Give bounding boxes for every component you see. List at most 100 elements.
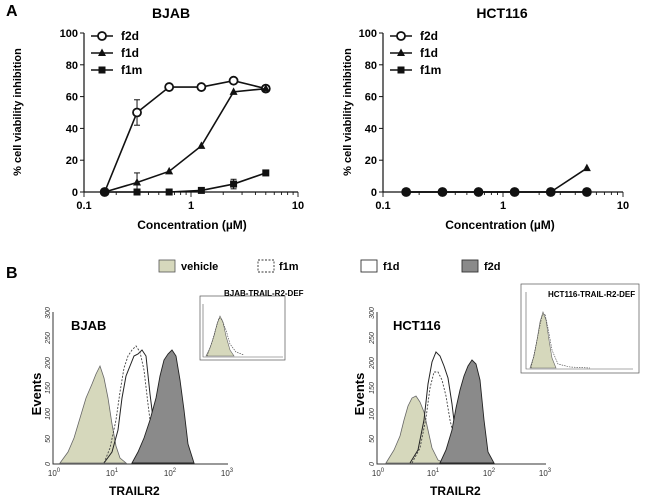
- hist2-inset-overlay-curve: [530, 313, 591, 369]
- chart1-series-f2d-point: [164, 82, 175, 92]
- hist2-inset: HCT116-TRAIL-R2-DEF: [520, 283, 640, 374]
- hist1-xticks: 100 101 102 103: [48, 468, 234, 478]
- chart2-series-f1m-point: [511, 188, 519, 196]
- chart1-xtick-label: 10: [292, 200, 304, 212]
- hist1-ytick-50: 50: [45, 435, 52, 443]
- hist2-xtick-0: 100: [372, 468, 385, 478]
- hist1-axes: [52, 312, 228, 465]
- hist1-inset-vehicle-curve: [205, 315, 235, 357]
- chart1-series-f1m-point: [165, 188, 173, 196]
- hist1-cell-label: BJAB: [71, 318, 106, 333]
- chart1-series-f1d-point: [197, 141, 206, 149]
- hist1-xtick-2: 102: [164, 468, 177, 478]
- chart2-legend-label: f1m: [420, 63, 441, 77]
- chart1-series-f1d-point: [133, 177, 142, 186]
- hist2-xtick-3: 103: [539, 468, 552, 478]
- chart1-ylabel: % cell viability inhibition: [12, 48, 24, 176]
- chart1-ytick-label: 0: [72, 187, 78, 199]
- hist2-ylabel: Events: [352, 373, 367, 416]
- hist1-ylabel: Events: [29, 373, 44, 416]
- hist1-ytick-100: 100: [45, 408, 52, 420]
- chart1-series-f2d-point: [196, 82, 207, 92]
- chart1-series-f1d-line: [104, 87, 266, 193]
- panel-a-label: A: [6, 3, 18, 20]
- hist2-xlabel: TRAILR2: [430, 484, 481, 498]
- hist1-inset-axes: [202, 304, 283, 358]
- hist2-f2d-curve: [439, 359, 495, 464]
- chart2-ylabel: % cell viability inhibition: [342, 48, 354, 176]
- hist2-xtick-1: 101: [427, 468, 440, 478]
- hist1-ytick-150: 150: [45, 382, 52, 394]
- chart2-legend-label: f2d: [420, 29, 438, 43]
- hist1-xtick-3: 103: [221, 468, 234, 478]
- hist1-ytick-250: 250: [45, 332, 52, 345]
- legend-swatch-f1d: [360, 259, 378, 273]
- chart2-ytick-label: 60: [365, 92, 377, 104]
- chart-bjab: 0 20 40 60 80 100 0.1 1 10 f2d f1d f1m: [60, 28, 304, 212]
- chart2-title: HCT116: [476, 5, 528, 21]
- chart1-series-f2d-point: [132, 107, 142, 118]
- hist1-f1m-curve: [103, 345, 159, 464]
- chart1-legend-marker: [97, 31, 107, 41]
- flow-legend: vehicle f1m f1d f2d: [158, 259, 501, 273]
- hist2-xtick-2: 102: [483, 468, 496, 478]
- hist2-ytick-300: 300: [369, 307, 376, 319]
- chart2-series-f1m-point: [438, 188, 446, 196]
- chart1-ytick-label: 80: [66, 60, 78, 72]
- hist2-ytick-0: 0: [369, 462, 376, 466]
- hist1-xtick-1: 101: [106, 468, 119, 478]
- chart1-series-f1m-point: [262, 169, 270, 177]
- chart1-legend-marker: [98, 66, 106, 74]
- chart2-series-f1m-point: [547, 188, 555, 196]
- chart1-series-f1d-point: [229, 87, 238, 95]
- chart1-ytick-label: 40: [66, 123, 78, 135]
- chart1-ytick-label: 20: [66, 155, 78, 167]
- chart2-ytick-label: 20: [365, 155, 377, 167]
- hist1-ytick-200: 200: [45, 357, 52, 370]
- hist1-inset: BJAB-TRAIL-R2-DEF: [199, 289, 304, 361]
- hist2-ytick-50: 50: [369, 435, 376, 443]
- chart2-series-f1m-point: [475, 188, 483, 196]
- hist1-xtick-0: 100: [48, 468, 61, 478]
- chart1-ytick-label: 60: [66, 92, 78, 104]
- chart2-ytick-label: 40: [365, 123, 377, 135]
- hist2-yticks: 0 50 100 150 200 250 300: [369, 307, 376, 466]
- hist1-ytick-0: 0: [45, 462, 52, 466]
- chart1-ytick-label: 100: [60, 28, 78, 40]
- chart2-series-f1m-point: [402, 188, 410, 196]
- chart2-xtick-label: 1: [500, 200, 506, 212]
- chart1-series-f1m-point: [230, 180, 238, 188]
- chart2-series-f1d-point: [582, 163, 591, 172]
- hist1-ytick-300: 300: [45, 307, 52, 319]
- chart1-legend-marker: [98, 48, 106, 56]
- hist2-axes: [376, 312, 546, 465]
- chart2-ytick-label: 100: [359, 28, 377, 40]
- panel-b-label: B: [6, 265, 18, 282]
- chart1-xtick-label: 0.1: [76, 200, 91, 212]
- chart1-legend-label: f2d: [121, 29, 139, 43]
- hist2-ytick-150: 150: [369, 382, 376, 394]
- hist2-f1m-curve: [411, 371, 463, 464]
- hist1-inset-frame: [199, 295, 286, 361]
- legend-label-f2d: f2d: [484, 261, 501, 273]
- legend-label-vehicle: vehicle: [181, 261, 218, 273]
- chart1-xlabel: Concentration (µM): [137, 218, 247, 232]
- hist1-f2d-curve: [131, 349, 195, 464]
- chart-hct116: 0 20 40 60 80 100 0.1 1 10 f2d f1d f1m: [359, 28, 629, 212]
- chart2-ytick-label: 80: [365, 60, 377, 72]
- chart1-series-f1d-point: [165, 166, 174, 175]
- chart2-series-f1m-point: [583, 188, 591, 196]
- hist2-vehicle-curve: [385, 395, 445, 464]
- chart2-legend-marker: [397, 66, 405, 74]
- hist1-inset-label: BJAB-TRAIL-R2-DEF: [224, 289, 304, 298]
- chart2-xtick-label: 0.1: [375, 200, 390, 212]
- hist2-ytick-200: 200: [369, 357, 376, 370]
- chart2-ytick-label: 0: [371, 187, 377, 199]
- chart2-legend-label: f1d: [420, 46, 438, 60]
- chart2-xtick-label: 10: [617, 200, 629, 212]
- hist2-ytick-250: 250: [369, 332, 376, 345]
- chart1-xtick-label: 1: [188, 200, 194, 212]
- hist1-xlabel: TRAILR2: [109, 484, 160, 498]
- chart1-series-f2d-point: [228, 75, 239, 86]
